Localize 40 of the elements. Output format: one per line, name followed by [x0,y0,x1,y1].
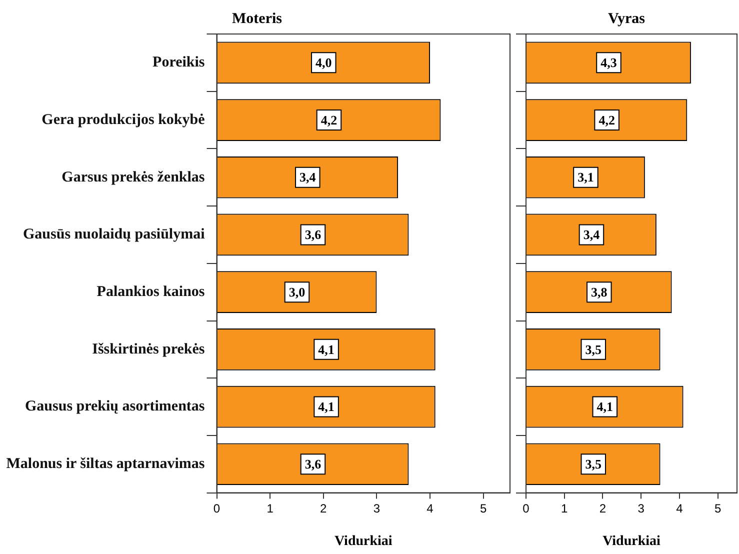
x-tick-label: 3 [638,501,645,516]
y-tick-label: Poreikis [152,54,205,71]
data-label: 4,3 [600,55,618,70]
chart-title: Moteris [232,10,282,27]
x-tick-label: 0 [213,501,220,516]
data-label: 3,4 [583,227,600,242]
x-tick-label: 1 [561,501,568,516]
y-tick-label: Gera produkcijos kokybė [42,112,206,128]
x-tick-label: 5 [714,501,722,516]
y-tick-label: Garsus prekės ženklas [62,169,205,186]
x-tick-label: 2 [599,501,606,516]
x-tick-label: 4 [426,501,434,516]
y-tick-label: Išskirtinės prekės [92,341,205,358]
data-label: 3,5 [585,456,602,472]
data-label: 3,6 [304,456,322,472]
x-tick-label: 1 [266,501,274,516]
x-tick-label: 4 [676,501,684,516]
data-label: 3,1 [578,170,594,185]
x-tick-label: 0 [522,501,530,516]
data-label: 4,2 [598,112,615,128]
y-tick-label: Malonus ir šiltas aptarnavimas [6,456,205,472]
y-tick-label: Gausus prekių asortimentas [25,398,205,415]
y-tick-label: Gausūs nuolaidų pasiūlymai [23,226,205,243]
data-label: 4,1 [596,399,614,414]
data-label: 3,8 [591,284,608,300]
data-label: 3,6 [304,227,322,242]
data-label: 3,4 [300,170,316,185]
data-label: 4,2 [320,112,338,128]
data-label: 4,1 [318,399,334,414]
x-tick-label: 3 [373,501,380,516]
data-label: 3,5 [585,342,602,357]
x-tick-label: 5 [480,501,487,516]
data-label: 3,0 [288,284,306,300]
chart-title: Vyras [608,10,646,27]
y-tick-label: Palankios kainos [96,284,205,300]
x-tick-label: 2 [320,501,328,516]
data-label: 4,0 [316,55,332,70]
x-axis-title: Vidurkiai [602,534,661,550]
data-label: 4,1 [318,342,334,357]
x-axis-title: Vidurkiai [334,534,392,550]
